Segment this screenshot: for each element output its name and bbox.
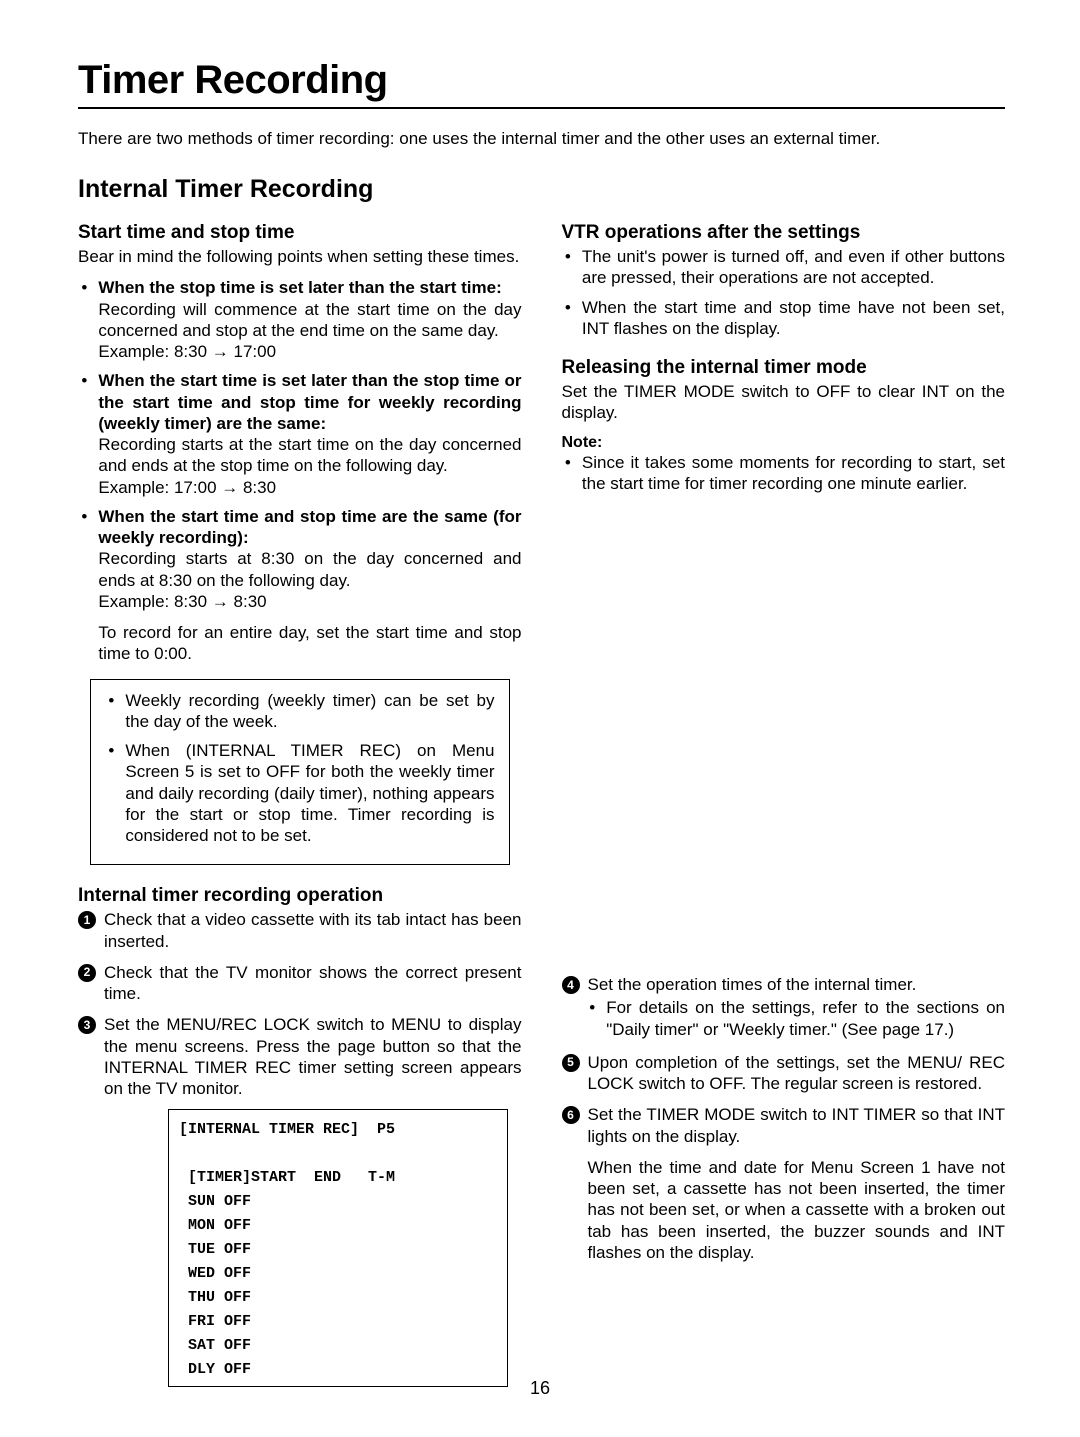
step-4-text: Set the operation times of the internal …: [588, 975, 917, 994]
subhead-vtr-ops: VTR operations after the settings: [562, 222, 1006, 244]
step-number-2-icon: 2: [78, 964, 96, 982]
screen-day-tue: TUE OFF: [188, 1241, 251, 1258]
step-number-1-icon: 1: [78, 911, 96, 929]
rule-2-body: Recording starts at the start time on th…: [98, 435, 521, 475]
step-4-content: Set the operation times of the internal …: [588, 974, 1006, 1042]
step-number-3-icon: 3: [78, 1016, 96, 1034]
intro-text: There are two methods of timer recording…: [78, 129, 1005, 149]
para-entire-day: To record for an entire day, set the sta…: [78, 622, 522, 665]
step-4-sub: For details on the settings, refer to th…: [606, 997, 1005, 1040]
step-5: 5 Upon completion of the settings, set t…: [562, 1052, 1006, 1095]
rule-2-example: Example: 17:00 → 8:30: [98, 478, 276, 497]
menu-screen-display: [INTERNAL TIMER REC] P5 [TIMER]START END…: [168, 1109, 508, 1387]
step-2-text: Check that the TV monitor shows the corr…: [104, 962, 522, 1005]
spacer: [562, 504, 1006, 974]
page-number: 16: [0, 1378, 1080, 1399]
screen-line-1: [INTERNAL TIMER REC] P5: [179, 1121, 395, 1138]
screen-day-fri: FRI OFF: [188, 1313, 251, 1330]
step-number-4-icon: 4: [562, 976, 580, 994]
rule-1: When the stop time is set later than the…: [98, 277, 521, 362]
step-4: 4 Set the operation times of the interna…: [562, 974, 1006, 1042]
rule-3-example: Example: 8:30 → 8:30: [98, 592, 266, 611]
screen-day-dly: DLY OFF: [188, 1361, 251, 1378]
screen-day-thu: THU OFF: [188, 1289, 251, 1306]
rule-3-head: When the start time and stop time are th…: [98, 507, 521, 547]
two-column-layout: Start time and stop time Bear in mind th…: [78, 216, 1005, 1387]
vtr-ops-1: The unit's power is turned off, and even…: [582, 246, 1005, 289]
step-6: 6 Set the TIMER MODE switch to INT TIMER…: [562, 1104, 1006, 1263]
operation-steps: 1 Check that a video cassette with its t…: [78, 909, 522, 1099]
box-bullets: Weekly recording (weekly timer) can be s…: [105, 690, 495, 847]
left-column: Start time and stop time Bear in mind th…: [78, 216, 522, 1387]
box-bullet-2: When (INTERNAL TIMER REC) on Menu Screen…: [125, 740, 494, 846]
para-release: Set the TIMER MODE switch to OFF to clea…: [562, 381, 1006, 424]
vtr-ops-list: The unit's power is turned off, and even…: [562, 246, 1006, 339]
vtr-ops-2: When the start time and stop time have n…: [582, 297, 1005, 340]
rule-1-example: Example: 8:30 → 17:00: [98, 342, 276, 361]
para-start-stop: Bear in mind the following points when s…: [78, 246, 522, 267]
subhead-release: Releasing the internal timer mode: [562, 357, 1006, 379]
step-3-text: Set the MENU/REC LOCK switch to MENU to …: [104, 1014, 522, 1099]
note-bullets: Since it takes some moments for recordin…: [562, 452, 1006, 495]
time-rules-list: When the stop time is set later than the…: [78, 277, 522, 612]
subhead-operation: Internal timer recording operation: [78, 885, 522, 907]
operation-steps-right: 4 Set the operation times of the interna…: [562, 974, 1006, 1263]
screen-day-wed: WED OFF: [188, 1265, 251, 1282]
subhead-start-stop: Start time and stop time: [78, 222, 522, 244]
step-6-content: Set the TIMER MODE switch to INT TIMER s…: [588, 1104, 1006, 1263]
note-box: Weekly recording (weekly timer) can be s…: [90, 679, 510, 866]
right-column: VTR operations after the settings The un…: [562, 216, 1006, 1387]
screen-day-sun: SUN OFF: [188, 1193, 251, 1210]
step-4-sublist: For details on the settings, refer to th…: [588, 997, 1006, 1040]
step-number-6-icon: 6: [562, 1106, 580, 1124]
page-title: Timer Recording: [78, 58, 1005, 103]
screen-day-sat: SAT OFF: [188, 1337, 251, 1354]
step-2: 2 Check that the TV monitor shows the co…: [78, 962, 522, 1005]
rule-1-head: When the stop time is set later than the…: [98, 278, 501, 297]
rule-2-head: When the start time is set later than th…: [98, 371, 521, 433]
page: Timer Recording There are two methods of…: [0, 0, 1080, 1437]
box-bullet-1: Weekly recording (weekly timer) can be s…: [125, 690, 494, 733]
note-bullet-1: Since it takes some moments for recordin…: [582, 452, 1005, 495]
title-rule: [78, 107, 1005, 109]
step-1: 1 Check that a video cassette with its t…: [78, 909, 522, 952]
note-label: Note:: [562, 434, 1006, 452]
step-5-text: Upon completion of the settings, set the…: [588, 1052, 1006, 1095]
rule-1-body: Recording will commence at the start tim…: [98, 300, 521, 340]
screen-day-mon: MON OFF: [188, 1217, 251, 1234]
step-3: 3 Set the MENU/REC LOCK switch to MENU t…: [78, 1014, 522, 1099]
section-heading: Internal Timer Recording: [78, 175, 1005, 204]
step-6-para: When the time and date for Menu Screen 1…: [588, 1158, 1006, 1262]
step-number-5-icon: 5: [562, 1054, 580, 1072]
step-6-text: Set the TIMER MODE switch to INT TIMER s…: [588, 1105, 1006, 1145]
rule-2: When the start time is set later than th…: [98, 370, 521, 498]
screen-line-2: [TIMER]START END T-M: [179, 1169, 395, 1186]
rule-3-body: Recording starts at 8:30 on the day conc…: [98, 549, 521, 589]
rule-3: When the start time and stop time are th…: [98, 506, 521, 612]
step-1-text: Check that a video cassette with its tab…: [104, 909, 522, 952]
